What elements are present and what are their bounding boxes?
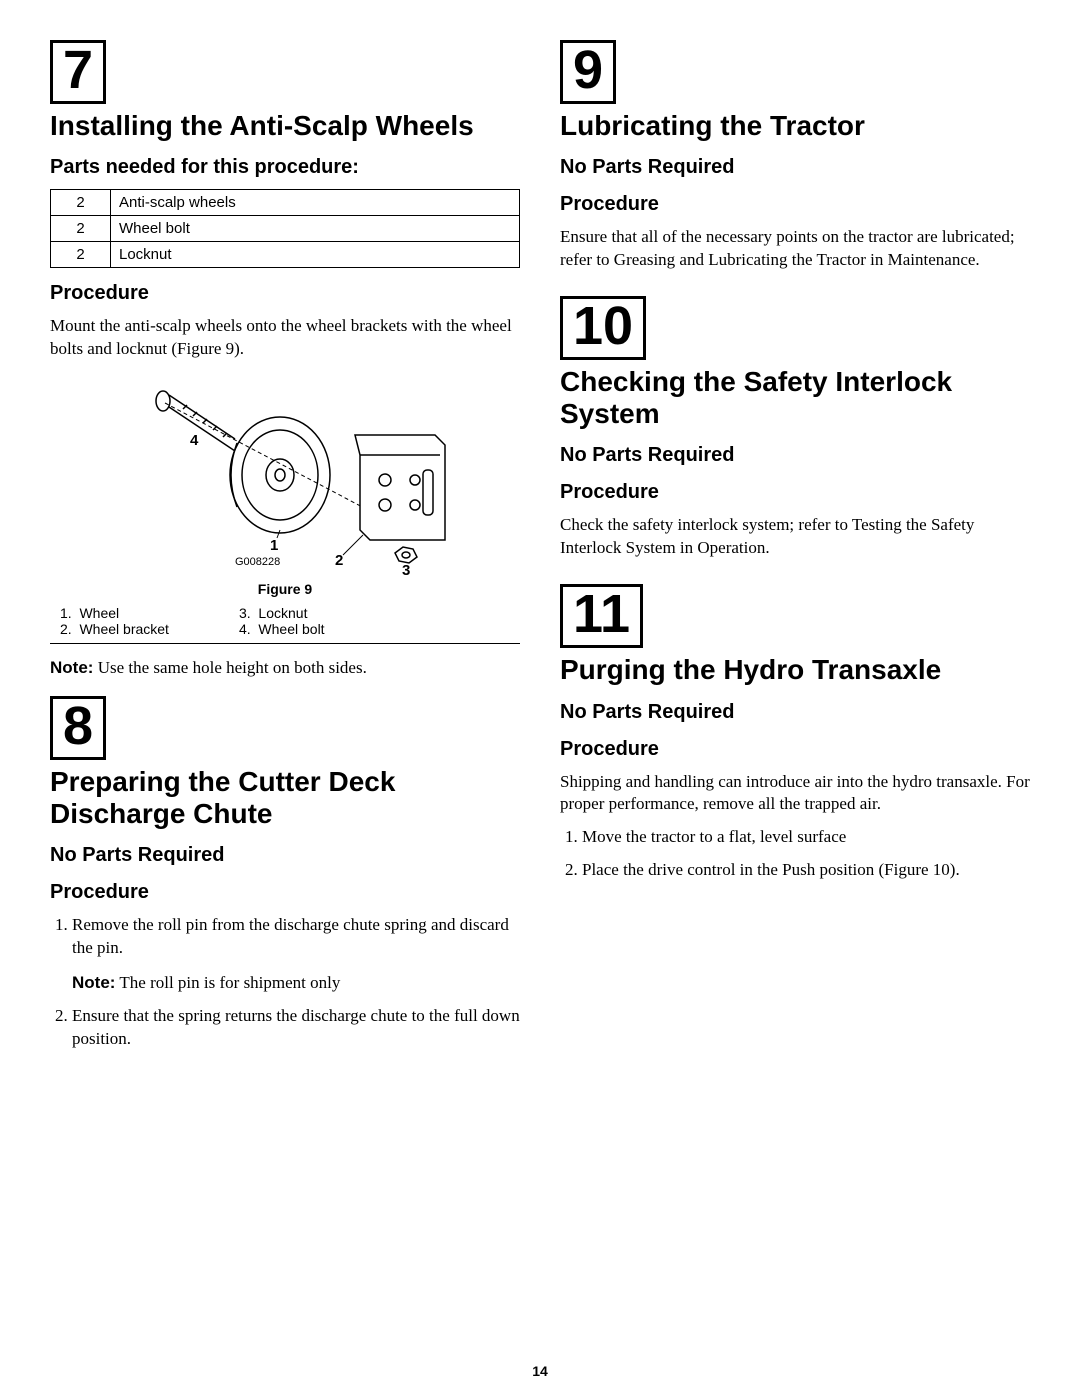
no-parts-heading: No Parts Required — [560, 156, 1030, 179]
section-title-9: Lubricating the Tractor — [560, 110, 1030, 142]
part-name: Wheel bolt — [111, 216, 520, 242]
part-name: Locknut — [111, 242, 520, 268]
callout-1: 1 — [270, 537, 278, 554]
figure-caption: Figure 9 — [50, 581, 520, 597]
section-title-10: Checking the Safety Interlock System — [560, 366, 1030, 430]
parts-table: 2 Anti-scalp wheels 2 Wheel bolt 2 Lockn… — [50, 189, 520, 268]
callout-3: 3 — [402, 562, 410, 575]
procedure-heading: Procedure — [50, 881, 520, 904]
procedure-text: Ensure that all of the necessary points … — [560, 226, 1030, 272]
page-number: 14 — [0, 1363, 1080, 1379]
no-parts-heading: No Parts Required — [560, 444, 1030, 467]
list-item: Move the tractor to a flat, level surfac… — [582, 826, 1030, 849]
procedure-heading: Procedure — [560, 738, 1030, 761]
procedure-heading: Procedure — [560, 481, 1030, 504]
procedure-list: Remove the roll pin from the discharge c… — [50, 914, 520, 1051]
step-box-9: 9 — [560, 40, 616, 104]
step-box-7: 7 — [50, 40, 106, 104]
figure-9-svg: 4 1 2 3 G008228 — [105, 375, 465, 575]
part-qty: 2 — [51, 216, 111, 242]
table-row: 2 Locknut — [51, 242, 520, 268]
step-number: 8 — [63, 699, 93, 753]
part-qty: 2 — [51, 242, 111, 268]
procedure-text: Mount the anti-scalp wheels onto the whe… — [50, 315, 520, 361]
right-column: 9 Lubricating the Tractor No Parts Requi… — [560, 40, 1030, 1061]
left-column: 7 Installing the Anti-Scalp Wheels Parts… — [50, 40, 520, 1061]
procedure-heading: Procedure — [50, 282, 520, 305]
legend-item: 1. Wheel — [60, 605, 169, 621]
section-title-11: Purging the Hydro Transaxle — [560, 654, 1030, 686]
section-title-8: Preparing the Cutter Deck Discharge Chut… — [50, 766, 520, 830]
section-title-7: Installing the Anti-Scalp Wheels — [50, 110, 520, 142]
step-box-10: 10 — [560, 296, 646, 360]
step-box-11: 11 — [560, 584, 643, 648]
figure-gcode: G008228 — [235, 556, 280, 568]
procedure-text: Check the safety interlock system; refer… — [560, 514, 1030, 560]
procedure-list: Move the tractor to a flat, level surfac… — [560, 826, 1030, 882]
no-parts-heading: No Parts Required — [50, 844, 520, 867]
procedure-text: Shipping and handling can introduce air … — [560, 771, 1030, 817]
no-parts-heading: No Parts Required — [560, 701, 1030, 724]
step-number: 11 — [573, 587, 630, 641]
legend-item: 3. Locknut — [239, 605, 325, 621]
list-item: Place the drive control in the Push posi… — [582, 859, 1030, 882]
step-number: 10 — [573, 299, 633, 353]
step-number: 7 — [63, 43, 93, 97]
callout-4: 4 — [190, 432, 199, 449]
parts-heading: Parts needed for this procedure: — [50, 156, 520, 179]
procedure-heading: Procedure — [560, 193, 1030, 216]
step-box-8: 8 — [50, 696, 106, 760]
part-qty: 2 — [51, 190, 111, 216]
table-row: 2 Anti-scalp wheels — [51, 190, 520, 216]
callout-2: 2 — [335, 552, 343, 569]
list-item: Remove the roll pin from the discharge c… — [72, 914, 520, 995]
divider — [50, 643, 520, 644]
nested-note: Note: The roll pin is for shipment only — [72, 972, 520, 995]
note-text: Note: Use the same hole height on both s… — [50, 658, 520, 678]
part-name: Anti-scalp wheels — [111, 190, 520, 216]
step-number: 9 — [573, 43, 603, 97]
figure-9: 4 1 2 3 G008228 Figure 9 — [50, 375, 520, 597]
legend-item: 4. Wheel bolt — [239, 621, 325, 637]
table-row: 2 Wheel bolt — [51, 216, 520, 242]
list-item: Ensure that the spring returns the disch… — [72, 1005, 520, 1051]
legend-item: 2. Wheel bracket — [60, 621, 169, 637]
figure-legend: 1. Wheel 2. Wheel bracket 3. Locknut 4. … — [60, 605, 520, 637]
